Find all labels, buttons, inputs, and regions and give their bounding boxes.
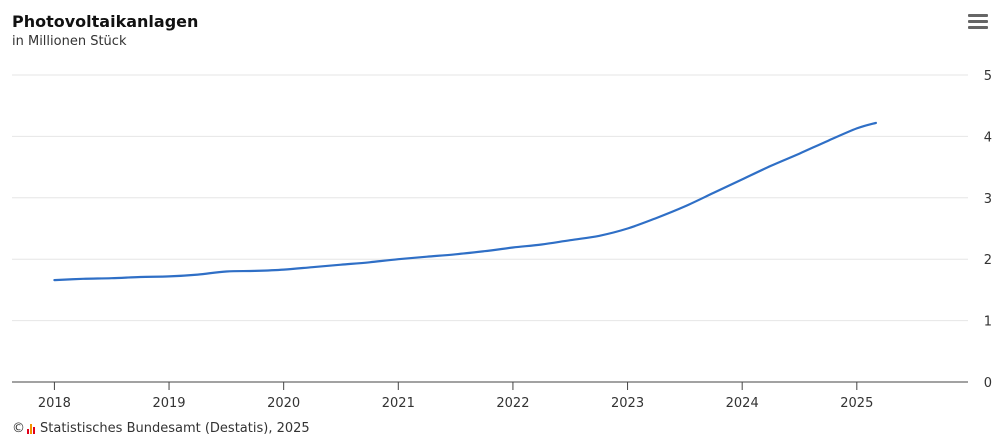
- data-point[interactable]: [853, 124, 861, 132]
- data-point[interactable]: [222, 268, 230, 276]
- x-tick-label: 2025: [840, 396, 873, 411]
- y-tick-label: 0: [984, 376, 992, 391]
- data-point[interactable]: [136, 273, 144, 281]
- x-tick-label: 2020: [267, 396, 300, 411]
- source-footer: © Statistisches Bundesamt (Destatis), 20…: [12, 421, 310, 436]
- data-point[interactable]: [738, 175, 746, 183]
- x-axis-labels: 2018 2019 2020 2021 2022 2023 2024 2025: [38, 382, 873, 411]
- y-tick-label: 4: [984, 130, 992, 145]
- x-tick-label: 2022: [496, 396, 529, 411]
- data-point[interactable]: [308, 263, 316, 271]
- data-point[interactable]: [681, 202, 689, 210]
- chart-title: Photovoltaikanlagen: [12, 12, 199, 31]
- menu-bar: [968, 14, 988, 17]
- y-tick-label: 5: [984, 69, 992, 84]
- data-point[interactable]: [767, 162, 775, 170]
- destatis-logo-icon: [27, 423, 36, 434]
- data-point[interactable]: [480, 247, 488, 255]
- data-point[interactable]: [194, 271, 202, 279]
- data-point[interactable]: [394, 255, 402, 263]
- data-point[interactable]: [652, 214, 660, 222]
- grid-lines: [12, 74, 968, 322]
- data-point[interactable]: [872, 119, 880, 127]
- source-text: Statistisches Bundesamt (Destatis), 2025: [40, 421, 310, 436]
- data-point[interactable]: [824, 137, 832, 145]
- data-point[interactable]: [624, 225, 632, 233]
- y-tick-label: 2: [984, 253, 992, 268]
- data-point[interactable]: [796, 150, 804, 158]
- x-tick-label: 2023: [611, 396, 644, 411]
- data-point[interactable]: [165, 272, 173, 280]
- y-tick-label: 3: [984, 192, 992, 207]
- copyright-symbol: ©: [12, 421, 25, 436]
- series-line: [53, 121, 877, 282]
- data-point[interactable]: [452, 250, 460, 258]
- x-tick-label: 2018: [38, 396, 71, 411]
- y-axis-labels: 0 1 2 3 4 5: [984, 69, 992, 391]
- menu-bar: [968, 20, 988, 23]
- data-point[interactable]: [509, 244, 517, 252]
- data-point[interactable]: [538, 241, 546, 249]
- hamburger-menu-icon[interactable]: [968, 14, 988, 32]
- menu-bar: [968, 26, 988, 29]
- data-point[interactable]: [337, 261, 345, 269]
- y-tick-label: 1: [984, 315, 992, 330]
- x-tick-label: 2021: [382, 396, 415, 411]
- data-point[interactable]: [595, 232, 603, 240]
- data-point[interactable]: [50, 276, 58, 284]
- series-layer: [50, 119, 880, 284]
- data-point[interactable]: [280, 266, 288, 274]
- x-tick-label: 2019: [152, 396, 185, 411]
- data-point[interactable]: [108, 274, 116, 282]
- x-tick-label: 2024: [726, 396, 759, 411]
- data-point[interactable]: [710, 189, 718, 197]
- chart-subtitle: in Millionen Stück: [12, 34, 127, 49]
- data-point[interactable]: [251, 267, 259, 275]
- data-point[interactable]: [366, 258, 374, 266]
- data-point[interactable]: [79, 275, 87, 283]
- data-point[interactable]: [423, 253, 431, 261]
- data-point[interactable]: [566, 236, 574, 244]
